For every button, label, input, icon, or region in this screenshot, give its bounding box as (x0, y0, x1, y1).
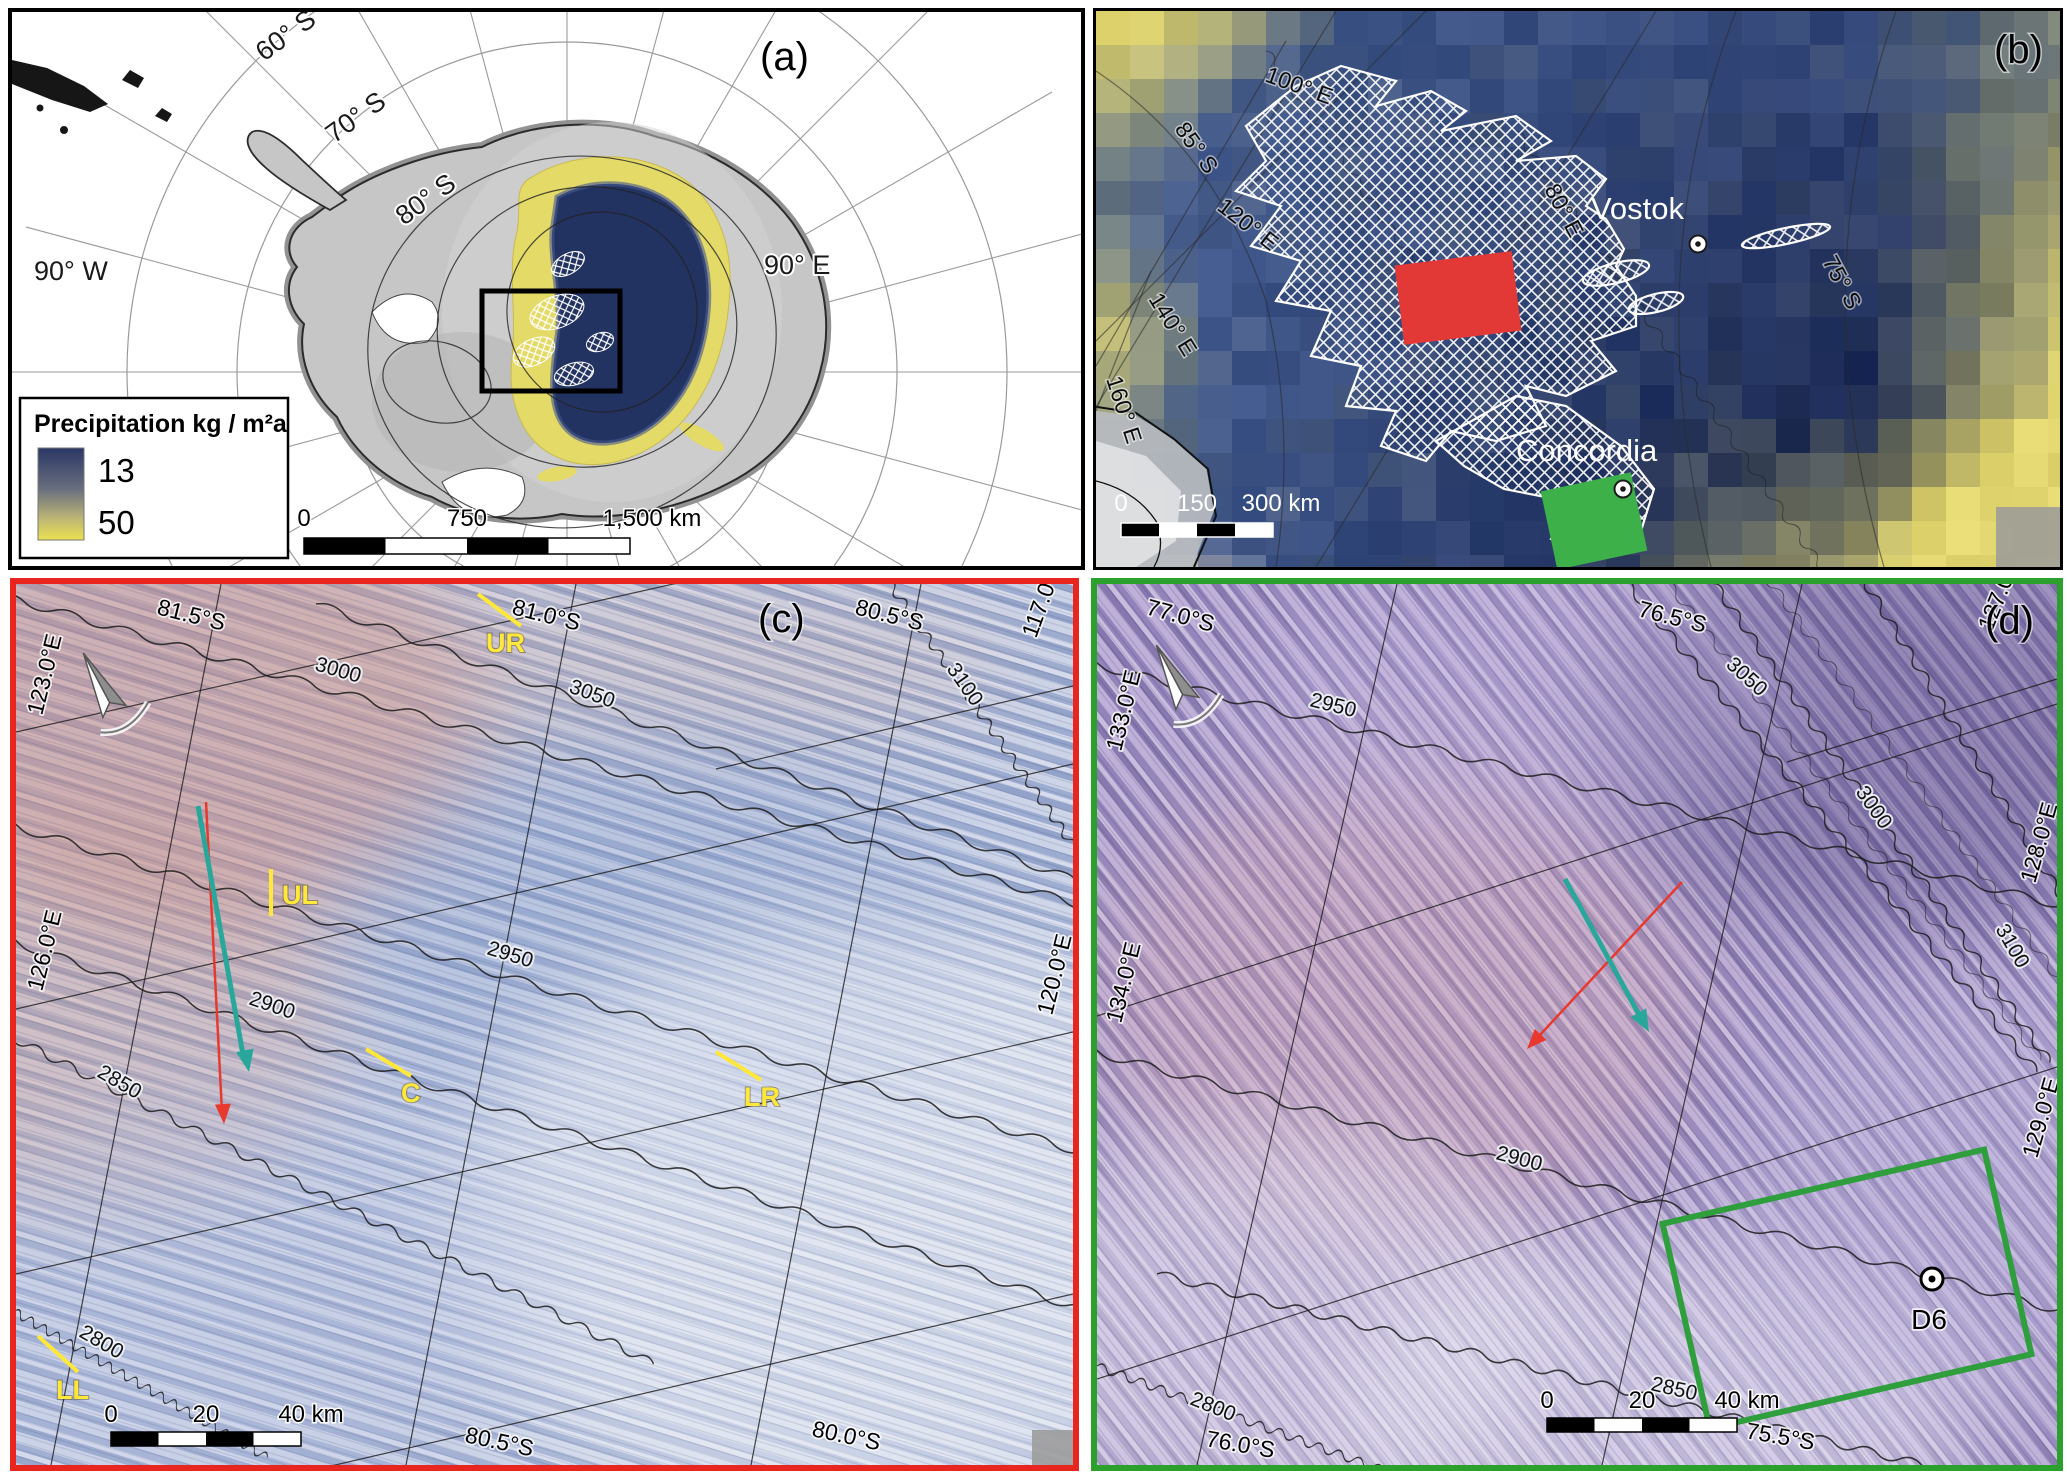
ross-ice-shelf (441, 467, 526, 518)
scalebar-c-mid: 20 (193, 1401, 220, 1428)
field-sites-c: UR UL C LR LL (36, 592, 781, 1406)
scalebar-c-0: 0 (104, 1401, 117, 1428)
site-label-C: C (401, 1078, 421, 1108)
west-antarctica-shading (372, 332, 552, 472)
satellite-texture-d (1097, 584, 2057, 1465)
panel-b-tag: (b) (1994, 28, 2043, 72)
scalebar-a-mid: 750 (447, 505, 487, 532)
scalebar-b-end: 300 km (1242, 490, 1321, 517)
scalebar-d-0: 0 (1540, 1387, 1553, 1414)
scalebar-d-end: 40 km (1714, 1387, 1779, 1414)
scalebar-b: 0 150 300 km (1114, 490, 1321, 538)
station-vostok: Vostok (1591, 191, 1708, 254)
south-america-islands (12, 60, 172, 134)
study-area-box-d (1659, 1145, 2035, 1433)
legend-color-ramp (37, 447, 85, 541)
panel-b-map: 100° E 85° S 120° E 140° E 160° E 80° E … (1096, 11, 2060, 567)
concordia-label: Concordia (1516, 433, 1658, 468)
d6-label: D6 (1911, 1304, 1947, 1335)
legend-low-value: 13 (98, 452, 135, 489)
panel-c-megadune-closeup: 3000 3050 3100 2950 2900 2850 2800 81.5°… (10, 578, 1079, 1471)
low-precip-core (549, 181, 712, 446)
scalebar-b-mid: 150 (1177, 490, 1217, 517)
coastal-precip-patch (679, 422, 725, 452)
vostok-marker-dot (1695, 241, 1701, 247)
legend-high-value: 50 (98, 504, 135, 541)
megadune-small-patch (1627, 290, 1685, 316)
wind-arrows-d (1527, 877, 1683, 1049)
megadune-hatch-patches-a (512, 251, 615, 387)
vostok-label: Vostok (1591, 191, 1685, 226)
site-label-UR: UR (486, 628, 525, 658)
north-arrow-tail-line (1173, 694, 1222, 726)
corner-ice-free-patch (1996, 507, 2060, 567)
panel-d-megadune-closeup: 2950 3050 3000 3100 2900 2850 2800 77.0°… (1091, 578, 2063, 1471)
site-label-LL: LL (56, 1375, 89, 1405)
concordia-marker-dot (1620, 486, 1626, 492)
ronne-ice-shelf (371, 293, 439, 344)
no-data-corner (1032, 1430, 1073, 1465)
north-arrow-light-half (82, 652, 111, 720)
teal-arrow-head (235, 1048, 254, 1072)
red-arrow-head (1527, 1028, 1547, 1049)
station-d6: D6 (1909, 1266, 1949, 1337)
legend-precipitation: Precipitation kg / m²a 13 50 (18, 396, 290, 560)
scalebar-a-0: 0 (297, 505, 310, 532)
scalebar-a: 0 750 1,500 km (296, 504, 703, 555)
north-arrow-c (82, 652, 152, 737)
station-concordia: Concordia (1516, 433, 1658, 499)
panel-c-map: 3000 3050 3100 2950 2900 2850 2800 81.5°… (16, 584, 1073, 1465)
scalebar-a-end: 1,500 km (603, 505, 702, 532)
scalebar-b-0: 0 (1114, 490, 1127, 517)
lon-label-90e: 90° E (764, 250, 830, 280)
scalebar-c-end: 40 km (278, 1401, 343, 1428)
scalebar-d: 0 20 40 km (1539, 1386, 1781, 1433)
panel-d-map: 2950 3050 3000 3100 2900 2850 2800 77.0°… (1097, 584, 2057, 1465)
antarctic-peninsula (246, 129, 348, 212)
megadune-small-patch (1581, 259, 1651, 287)
panel-d-tag: (d) (1985, 599, 2034, 643)
teal-arrow-line (195, 805, 247, 1061)
teal-arrow-line (1562, 877, 1645, 1022)
teal-arrow-head (1630, 1008, 1649, 1032)
north-arrow-tail-line (100, 702, 149, 734)
panel-a-antarctica-overview: 60° S 70° S 80° S 90° W 90° E Precipitat… (8, 8, 1085, 570)
coastal-precip-patch (537, 466, 577, 482)
satellite-texture-c (16, 584, 1073, 1465)
panel-c-extent-box (1394, 251, 1522, 345)
north-arrow-d (1155, 644, 1225, 729)
scalebar-d-mid: 20 (1629, 1387, 1656, 1414)
panel-c-tag: (c) (758, 597, 805, 641)
d6-marker-dot (1928, 1275, 1936, 1283)
wind-arrows-c (195, 801, 254, 1124)
red-arrow-head (214, 1103, 231, 1124)
panel-b-megadune-region: 100° E 85° S 120° E 140° E 160° E 80° E … (1093, 8, 2063, 570)
site-label-UL: UL (282, 880, 318, 910)
north-arrow-light-half (1155, 644, 1184, 712)
panel-a-map: 60° S 70° S 80° S 90° W 90° E Precipitat… (12, 12, 1081, 566)
panel-b-extent-box (479, 288, 623, 394)
panel-a-tag: (a) (760, 35, 809, 79)
site-label-LR: LR (744, 1082, 780, 1112)
megadune-small-patch (1740, 222, 1832, 250)
graticule-c (16, 584, 1073, 1465)
scalebar-c: 0 20 40 km (103, 1400, 345, 1447)
lon-label-90w: 90° W (34, 256, 108, 286)
elevation-contours-a (367, 155, 777, 529)
legend-title: Precipitation kg / m²a (34, 410, 288, 438)
